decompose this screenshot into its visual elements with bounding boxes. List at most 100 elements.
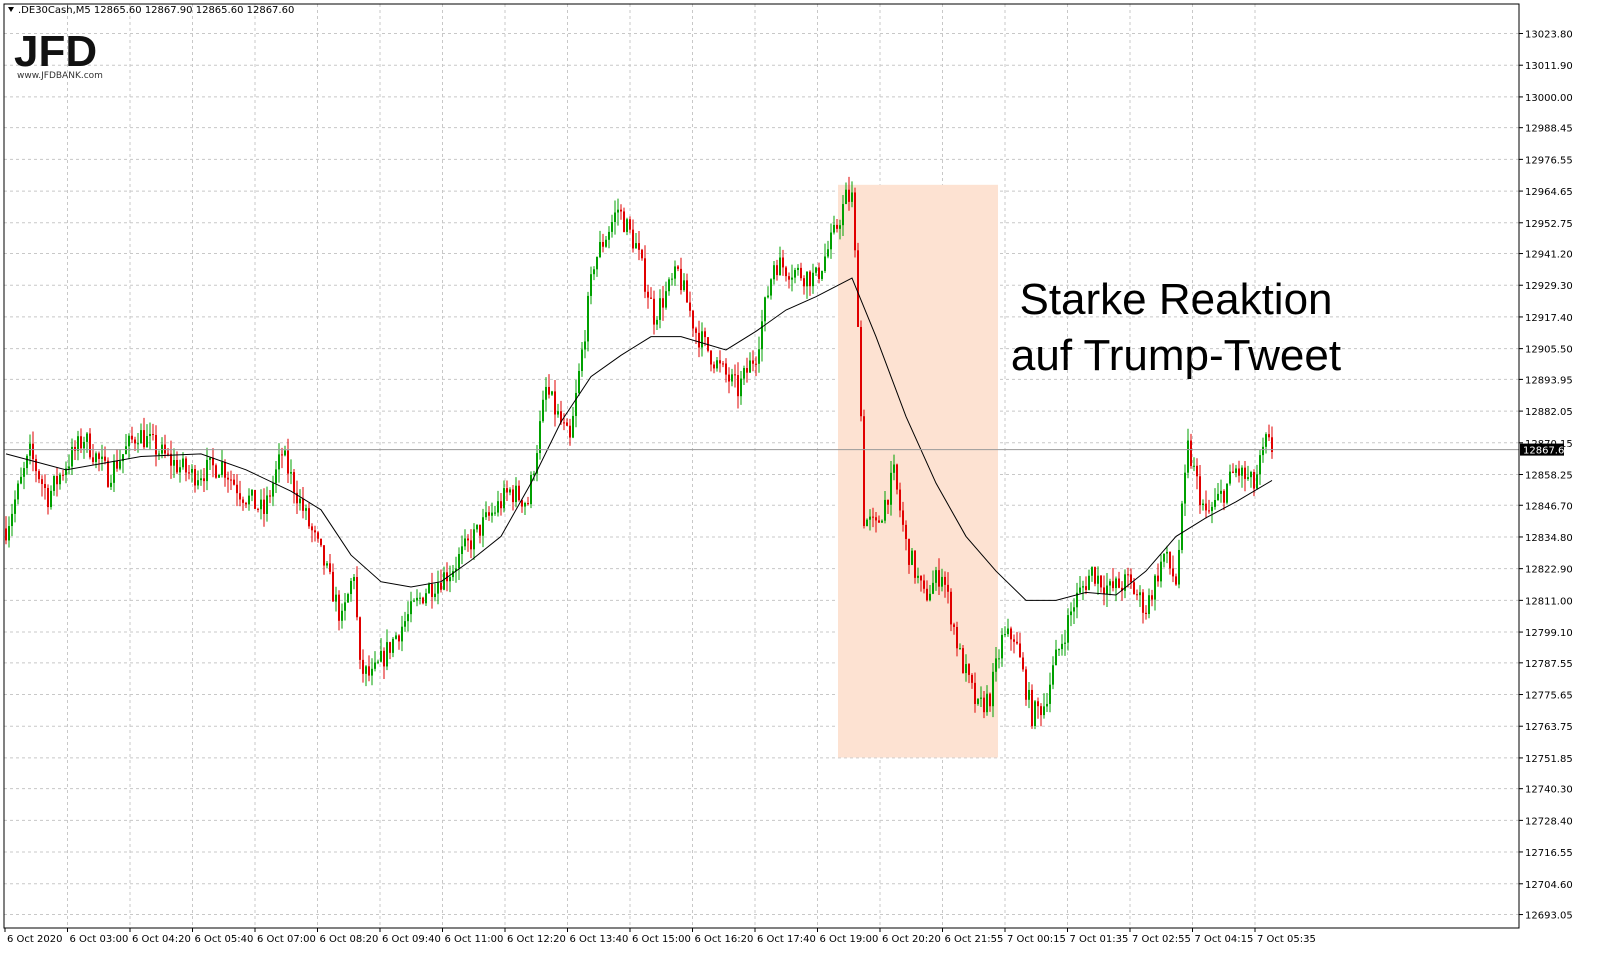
candle: [461, 535, 463, 565]
candle: [1244, 461, 1246, 492]
candle: [995, 647, 997, 682]
candle: [272, 475, 274, 507]
candle: [233, 474, 235, 486]
candle: [314, 525, 316, 542]
price-tick-label: 13011.90: [1525, 61, 1573, 72]
candle: [869, 509, 871, 531]
candle: [1109, 578, 1111, 596]
candle: [479, 524, 481, 544]
candle: [1208, 499, 1210, 514]
candle: [572, 406, 574, 439]
candle: [725, 358, 727, 383]
candle: [734, 364, 736, 388]
candle: [776, 259, 778, 281]
symbol-header: .DE30Cash,M5 12865.60 12867.90 12865.60 …: [18, 5, 294, 16]
candle: [563, 413, 565, 431]
candle: [1007, 618, 1009, 637]
candle: [959, 643, 961, 650]
candle: [455, 556, 457, 583]
candle: [41, 475, 43, 497]
candle: [1211, 501, 1213, 524]
candle: [227, 471, 229, 493]
candle: [1052, 656, 1054, 690]
candle: [923, 574, 925, 594]
header-dropdown-icon[interactable]: [8, 7, 14, 12]
candle: [1151, 589, 1153, 607]
candle: [248, 488, 250, 511]
candle: [671, 273, 673, 286]
candle: [1157, 563, 1159, 587]
candle: [719, 350, 721, 373]
candle: [716, 356, 718, 372]
candle: [974, 672, 976, 713]
candle: [1172, 555, 1174, 583]
plot-border: [3, 3, 1520, 929]
candle: [962, 644, 964, 674]
candle: [950, 588, 952, 632]
candle: [800, 262, 802, 281]
candle: [299, 489, 301, 511]
candle: [377, 659, 379, 665]
time-tick-label: 6 Oct 16:20: [695, 934, 754, 945]
candle: [998, 649, 1000, 669]
candle: [401, 615, 403, 652]
candle: [380, 638, 382, 663]
candle: [260, 489, 262, 520]
candle: [188, 464, 190, 480]
candle: [35, 454, 37, 483]
candle: [1004, 626, 1006, 638]
time-tick-label: 6 Oct 2020: [7, 934, 62, 945]
time-tick-label: 7 Oct 02:55: [1132, 934, 1191, 945]
candle: [668, 277, 670, 296]
candle: [1034, 699, 1036, 730]
price-tick-label: 12846.70: [1525, 501, 1573, 512]
candle: [1043, 693, 1045, 719]
candle: [485, 501, 487, 520]
candle: [338, 590, 340, 631]
candle: [1136, 589, 1138, 601]
price-tick-label: 12763.75: [1525, 722, 1573, 733]
candle: [905, 520, 907, 551]
candle: [926, 580, 928, 602]
candle: [833, 215, 835, 235]
annotation-line-1: Starke Reaktion: [1019, 275, 1332, 324]
candle: [134, 436, 136, 451]
candle: [722, 361, 724, 368]
time-tick-label: 6 Oct 08:20: [320, 934, 379, 945]
candle: [500, 493, 502, 516]
candle: [524, 501, 526, 515]
candle: [290, 459, 292, 485]
candle: [341, 603, 343, 629]
candle: [323, 545, 325, 575]
candle: [947, 572, 949, 604]
candle: [194, 465, 196, 493]
price-tick-label: 12787.55: [1525, 659, 1573, 670]
candle: [1040, 703, 1042, 727]
candle: [803, 275, 805, 295]
time-axis[interactable]: 6 Oct 2020 6 Oct 03:00 6 Oct 04:20 6 Oct 05…: [4, 928, 1316, 945]
candle: [206, 447, 208, 491]
candle: [11, 503, 13, 537]
candle: [1220, 479, 1222, 503]
candle: [935, 566, 937, 591]
candle: [1223, 489, 1225, 511]
highlight-zone: [838, 184, 998, 758]
candle: [689, 291, 691, 317]
candle: [413, 598, 415, 603]
candle: [629, 216, 631, 234]
candle: [536, 444, 538, 482]
price-tick-label: 12775.65: [1525, 691, 1573, 702]
price-axis[interactable]: 13023.80 13011.90 13000.00 12988.45 12976.55…: [1519, 30, 1573, 922]
candle: [347, 592, 349, 603]
candle: [56, 467, 58, 497]
candle: [506, 480, 508, 501]
candle: [617, 198, 619, 226]
time-tick-label: 6 Oct 21:55: [945, 934, 1004, 945]
candle: [815, 266, 817, 277]
candle: [542, 390, 544, 423]
candle: [758, 336, 760, 373]
time-tick-label: 7 Oct 00:15: [1007, 934, 1066, 945]
candle: [95, 451, 97, 469]
candle: [848, 176, 850, 211]
